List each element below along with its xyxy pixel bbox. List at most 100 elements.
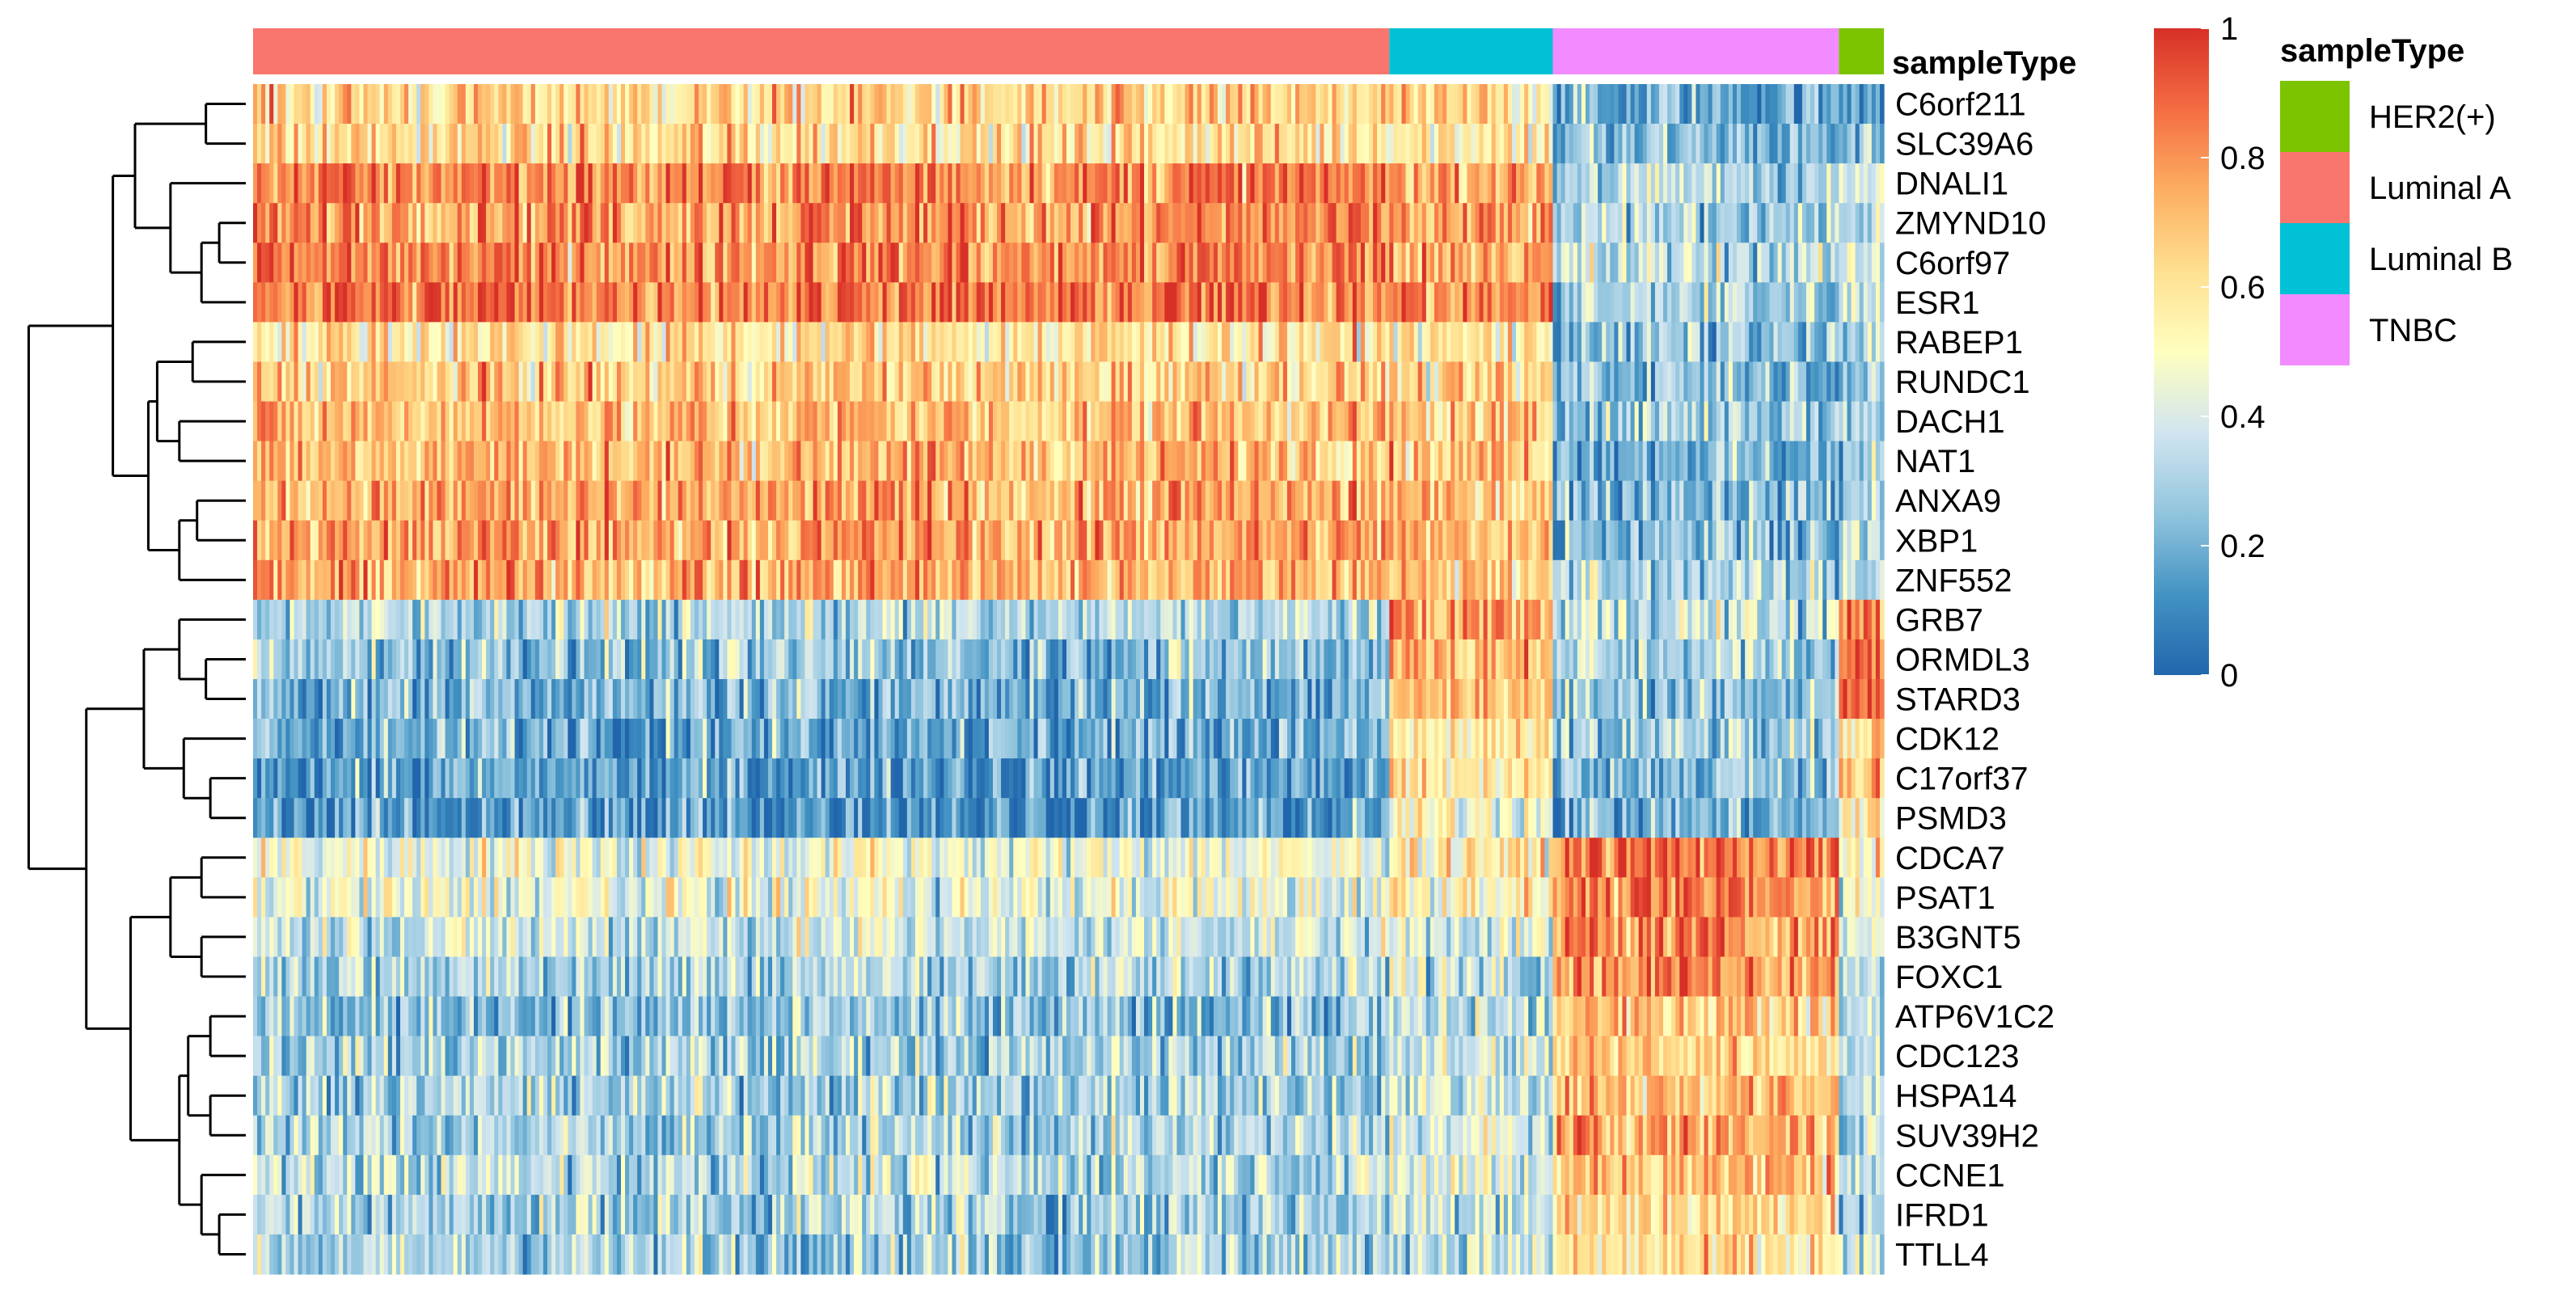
heatmap-cell <box>1303 361 1308 403</box>
heatmap-cell <box>1741 282 1746 323</box>
heatmap-cell <box>1646 84 1652 124</box>
heatmap-cell <box>1511 361 1517 403</box>
heatmap-cell <box>674 203 679 243</box>
heatmap-cell <box>1172 401 1178 442</box>
heatmap-cell <box>1397 124 1403 164</box>
heatmap-cell <box>1491 84 1497 124</box>
heatmap-cell <box>1135 520 1141 561</box>
heatmap-cell <box>1789 203 1795 243</box>
heatmap-cell <box>265 520 270 561</box>
heatmap-cell <box>441 163 446 204</box>
heatmap-cell <box>612 243 618 283</box>
heatmap-cell <box>616 282 622 323</box>
heatmap-cell <box>1131 124 1137 164</box>
heatmap-cell <box>1282 361 1288 403</box>
heatmap-cell <box>1777 322 1783 363</box>
heatmap-cell <box>858 322 863 363</box>
heatmap-cell <box>1071 243 1075 283</box>
heatmap-cell <box>1728 520 1734 561</box>
heatmap-cell <box>1467 282 1472 323</box>
heatmap-cell <box>902 559 908 601</box>
heatmap-cell <box>318 163 323 204</box>
heatmap-cell <box>526 401 532 442</box>
heatmap-cell <box>1209 520 1214 561</box>
heatmap-cell <box>1467 84 1472 124</box>
heatmap-cell <box>1487 361 1493 403</box>
heatmap-cell <box>699 84 703 124</box>
heatmap-cell <box>1365 401 1370 442</box>
heatmap-cell <box>984 520 990 561</box>
heatmap-cell <box>1135 361 1141 403</box>
heatmap-cell <box>890 480 896 521</box>
heatmap-cell <box>1446 203 1451 243</box>
heatmap-cell <box>1062 124 1067 164</box>
heatmap-cell <box>878 401 884 442</box>
heatmap-cell <box>645 559 650 601</box>
heatmap-cell <box>686 282 691 323</box>
heatmap-cell <box>976 84 982 124</box>
heatmap-cell <box>375 84 381 124</box>
heatmap-cell <box>616 322 622 363</box>
heatmap-cell <box>918 243 924 283</box>
heatmap-cell <box>1025 401 1031 442</box>
heatmap-cell <box>825 401 830 442</box>
heatmap-cell <box>1303 401 1308 442</box>
heatmap-cell <box>416 441 421 482</box>
heatmap-cell <box>1708 441 1713 482</box>
heatmap-cell <box>1536 282 1541 323</box>
heatmap-cell <box>1017 361 1022 403</box>
heatmap-cell <box>383 124 389 164</box>
heatmap-cell <box>596 401 602 442</box>
heatmap-cell <box>1696 124 1701 164</box>
heatmap-cell <box>420 441 425 482</box>
heatmap-cell <box>763 163 769 204</box>
heatmap-cell <box>776 163 781 204</box>
heatmap-cell <box>1797 282 1803 323</box>
heatmap-cell <box>960 203 965 243</box>
heatmap-cell <box>1516 480 1521 521</box>
heatmap-cell <box>1532 441 1537 482</box>
heatmap-cell <box>735 520 741 561</box>
heatmap-cell <box>592 559 598 601</box>
heatmap-cell <box>600 84 606 124</box>
heatmap-cell <box>1001 441 1006 482</box>
heatmap-cell <box>1369 322 1374 363</box>
heatmap-cell <box>1875 163 1881 204</box>
heatmap-cell <box>1103 480 1109 521</box>
heatmap-cell <box>273 401 278 442</box>
heatmap-cell <box>956 480 961 521</box>
heatmap-cell <box>1193 203 1198 243</box>
heatmap-cell <box>1071 84 1075 124</box>
heatmap-cell <box>514 282 520 323</box>
heatmap-cell <box>682 401 687 442</box>
heatmap-cell <box>429 480 434 521</box>
heatmap-cell <box>600 559 606 601</box>
heatmap-cell <box>1728 203 1734 243</box>
heatmap-cell <box>1622 520 1628 561</box>
heatmap-cell <box>1859 282 1864 323</box>
heatmap-cell <box>1324 203 1329 243</box>
heatmap-cell <box>1107 480 1113 521</box>
heatmap-cell <box>1282 480 1288 521</box>
heatmap-cell <box>1111 243 1117 283</box>
heatmap-cell <box>1524 520 1529 561</box>
heatmap-cell <box>596 282 602 323</box>
heatmap-cell <box>1021 401 1027 442</box>
heatmap-cell <box>518 203 524 243</box>
heatmap-cell <box>1209 243 1214 283</box>
heatmap-cell <box>555 361 560 403</box>
heatmap-cell <box>1054 84 1059 124</box>
heatmap-cell <box>1405 480 1411 521</box>
heatmap-cell <box>1467 243 1472 283</box>
heatmap-cell <box>1552 361 1558 403</box>
heatmap-cell <box>1135 84 1141 124</box>
heatmap-cell <box>1442 322 1447 363</box>
heatmap-cell <box>1025 441 1031 482</box>
heatmap-cell <box>395 124 401 164</box>
heatmap-cell <box>469 361 475 403</box>
heatmap-cell <box>306 480 311 521</box>
heatmap-cell <box>944 401 948 442</box>
heatmap-cell <box>1025 163 1031 204</box>
heatmap-cell <box>1773 322 1779 363</box>
heatmap-cell <box>600 243 606 283</box>
